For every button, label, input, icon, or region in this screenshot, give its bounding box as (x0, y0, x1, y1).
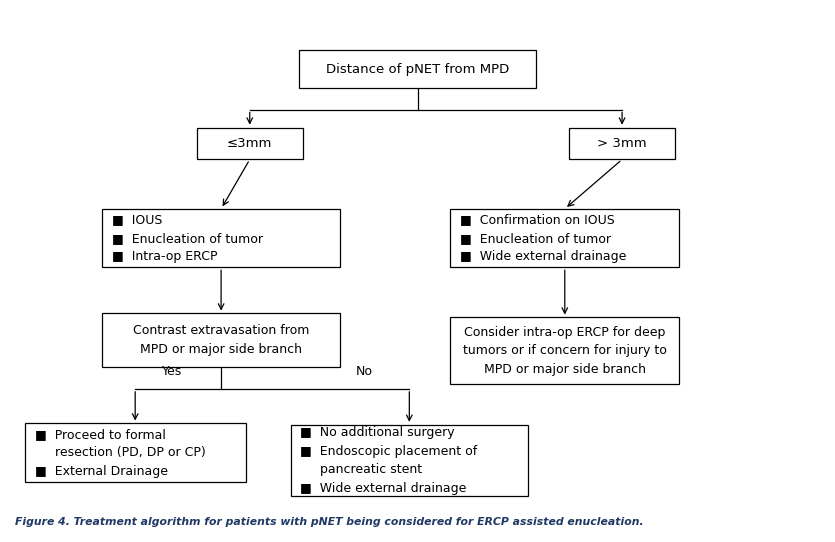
Text: ■  IOUS
■  Enucleation of tumor
■  Intra-op ERCP: ■ IOUS ■ Enucleation of tumor ■ Intra-op… (112, 213, 263, 263)
Text: Contrast extravasation from
MPD or major side branch: Contrast extravasation from MPD or major… (133, 324, 309, 356)
Text: ■  No additional surgery
■  Endoscopic placement of
     pancreatic stent
■  Wid: ■ No additional surgery ■ Endoscopic pla… (301, 427, 478, 495)
Text: > 3mm: > 3mm (597, 137, 647, 150)
Text: Distance of pNET from MPD: Distance of pNET from MPD (326, 63, 509, 76)
Text: Yes: Yes (162, 365, 182, 378)
Text: No: No (356, 365, 372, 378)
FancyBboxPatch shape (450, 318, 680, 384)
Text: ≤3mm: ≤3mm (227, 137, 272, 150)
FancyBboxPatch shape (299, 50, 536, 88)
Text: ■  Proceed to formal
     resection (PD, DP or CP)
■  External Drainage: ■ Proceed to formal resection (PD, DP or… (34, 428, 205, 478)
FancyBboxPatch shape (196, 127, 303, 159)
FancyBboxPatch shape (103, 313, 340, 366)
FancyBboxPatch shape (103, 209, 340, 267)
FancyBboxPatch shape (569, 127, 676, 159)
FancyBboxPatch shape (450, 209, 680, 267)
FancyBboxPatch shape (291, 425, 528, 496)
FancyBboxPatch shape (25, 423, 245, 482)
Text: Consider intra-op ERCP for deep
tumors or if concern for injury to
MPD or major : Consider intra-op ERCP for deep tumors o… (463, 326, 666, 376)
Text: ■  Confirmation on IOUS
■  Enucleation of tumor
■  Wide external drainage: ■ Confirmation on IOUS ■ Enucleation of … (460, 213, 626, 263)
Text: Figure 4. Treatment algorithm for patients with pNET being considered for ERCP a: Figure 4. Treatment algorithm for patien… (15, 517, 644, 527)
